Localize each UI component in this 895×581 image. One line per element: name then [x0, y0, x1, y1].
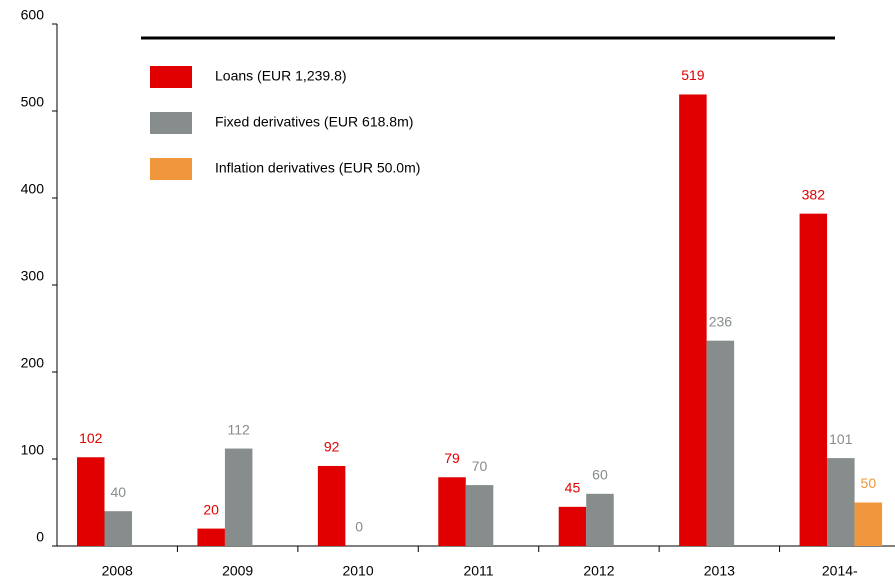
x-tick-label: 2014- — [822, 563, 858, 579]
x-tick-label: 2010 — [342, 563, 373, 579]
bar — [317, 465, 346, 546]
value-label: 382 — [802, 186, 826, 202]
legend-label: Fixed derivatives (EUR 618.8m) — [215, 114, 413, 130]
value-label: 70 — [472, 458, 488, 474]
value-label: 92 — [324, 439, 340, 455]
value-label: 236 — [709, 313, 733, 329]
legend-label: Loans (EUR 1,239.8) — [215, 68, 347, 84]
bar — [224, 448, 253, 546]
legend-swatch — [150, 112, 192, 134]
y-tick-label: 0 — [36, 529, 44, 545]
value-label: 20 — [203, 501, 219, 517]
value-label: 45 — [565, 480, 581, 496]
bar — [104, 511, 132, 546]
y-tick-label: 400 — [21, 181, 45, 197]
bar — [799, 213, 828, 546]
value-label: 101 — [829, 431, 853, 447]
x-tick-label: 2011 — [463, 563, 493, 579]
value-label: 60 — [592, 467, 608, 483]
y-tick-label: 600 — [21, 7, 45, 23]
legend-swatch — [150, 66, 192, 88]
bar — [586, 493, 614, 546]
value-label: 79 — [444, 450, 460, 466]
bar — [558, 506, 587, 546]
bar — [77, 457, 105, 546]
bar — [854, 502, 883, 546]
x-tick-label: 2009 — [222, 563, 253, 579]
value-label: 40 — [110, 484, 126, 500]
value-label: 519 — [681, 67, 705, 83]
y-tick-label: 200 — [21, 355, 45, 371]
legend-label: Inflation derivatives (EUR 50.0m) — [215, 160, 420, 176]
bar — [706, 340, 735, 546]
legend-swatch — [150, 158, 192, 180]
value-label: 50 — [861, 475, 877, 491]
bar — [679, 94, 707, 546]
y-tick-label: 300 — [21, 268, 45, 284]
bar — [827, 458, 855, 546]
y-tick-label: 100 — [21, 442, 45, 458]
x-tick-label: 2008 — [102, 563, 133, 579]
value-label: 112 — [228, 421, 251, 437]
y-tick-label: 500 — [21, 94, 45, 110]
value-label: 102 — [79, 430, 103, 446]
bar — [197, 528, 225, 546]
value-label: 0 — [355, 519, 363, 535]
bar — [465, 485, 494, 546]
bar — [438, 477, 466, 546]
x-tick-label: 2012 — [583, 563, 614, 579]
x-tick-label: 2013 — [704, 563, 735, 579]
